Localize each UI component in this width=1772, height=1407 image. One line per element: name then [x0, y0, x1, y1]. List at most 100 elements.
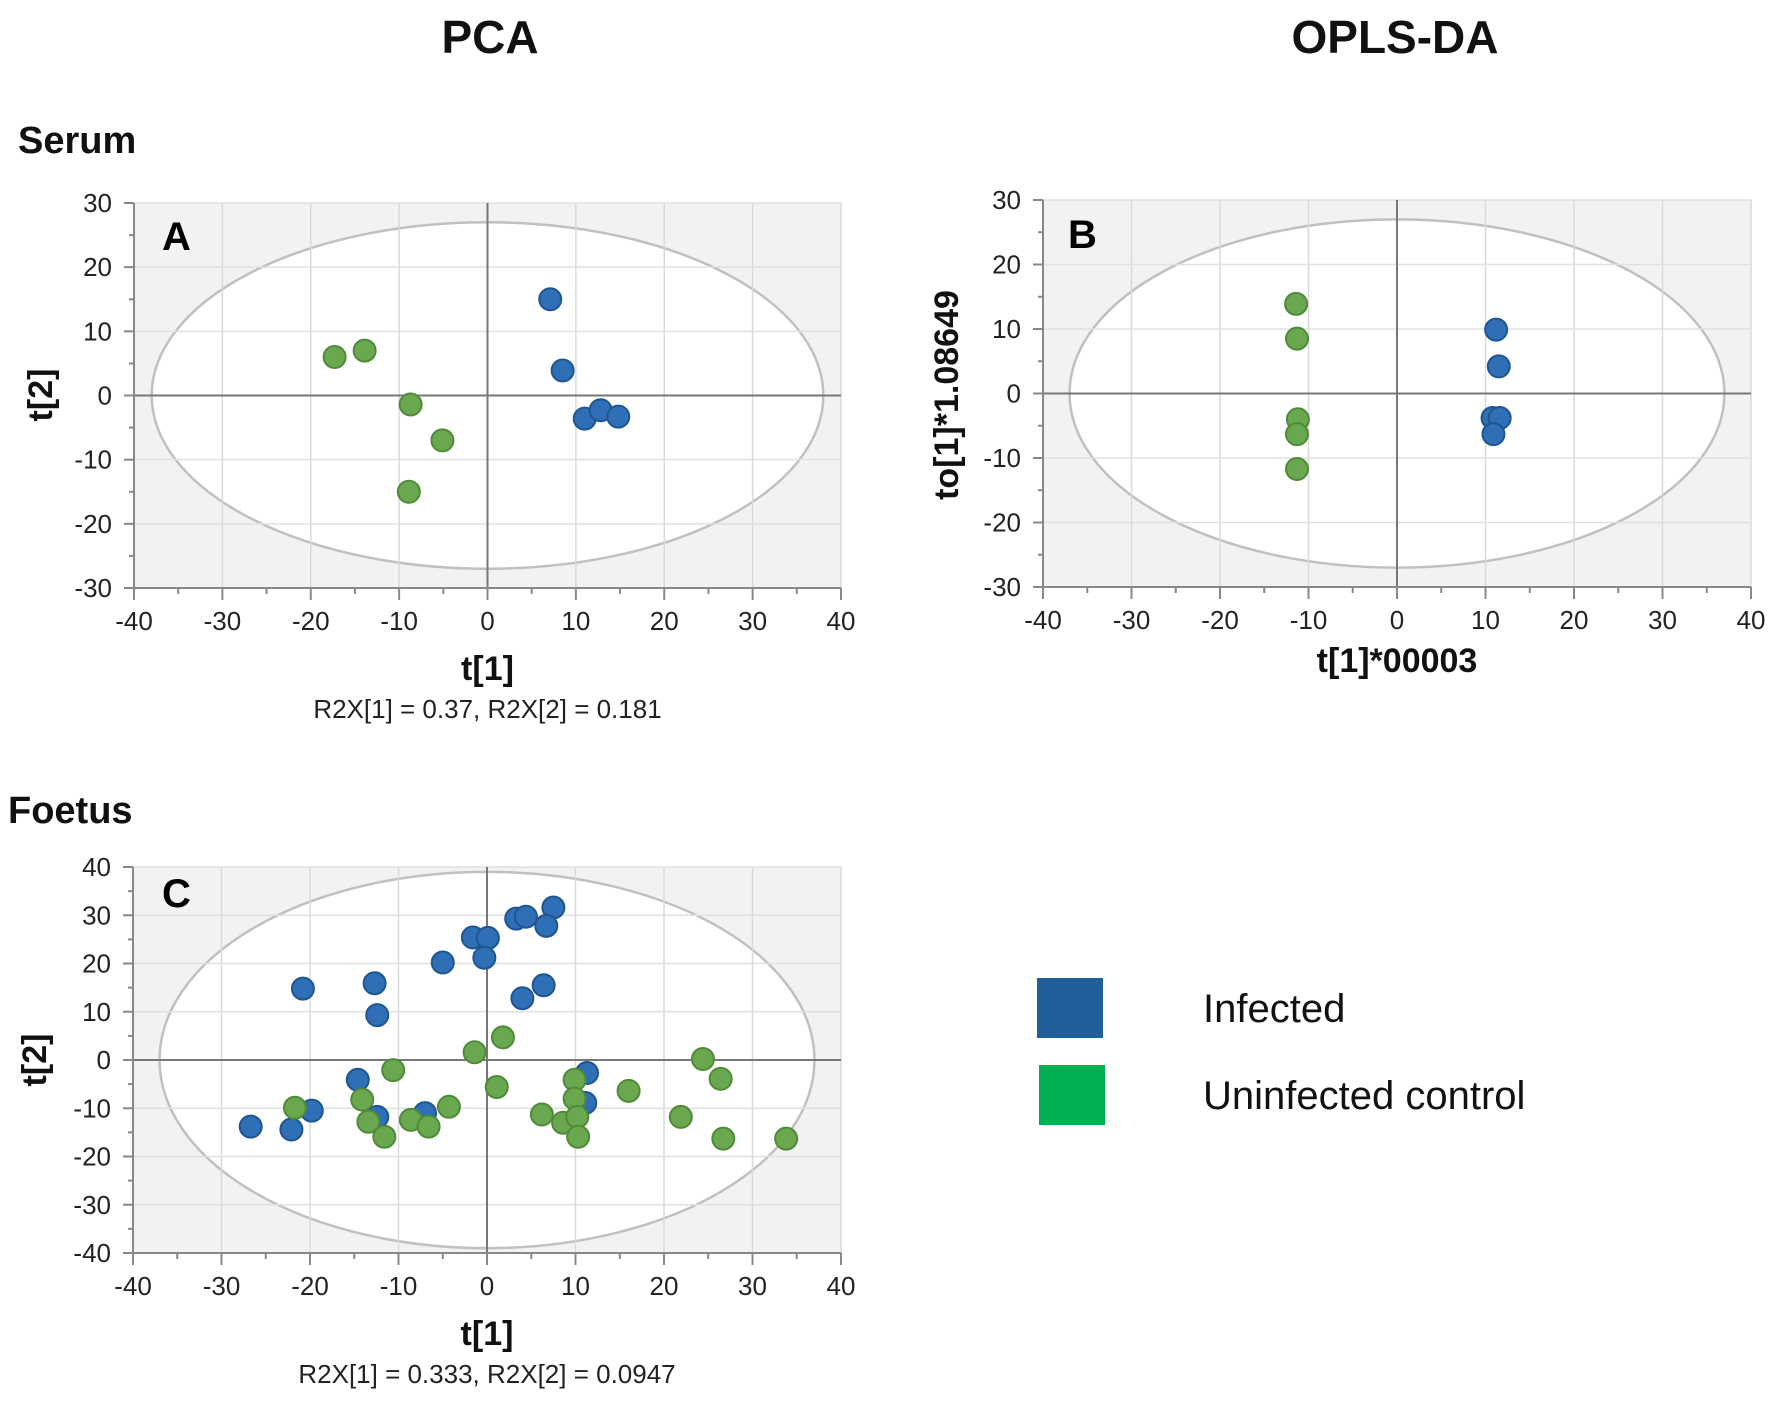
data-point	[531, 973, 556, 998]
data-point	[1284, 326, 1309, 351]
x-tick-label: -40	[1024, 605, 1062, 635]
data-point	[484, 1075, 509, 1100]
x-tick-label: -10	[1290, 605, 1328, 635]
data-point	[381, 1058, 406, 1083]
serum-section-title: Serum	[18, 120, 137, 162]
x-tick-label: -20	[1201, 605, 1239, 635]
legend-label-infected: Infected	[1203, 987, 1346, 1031]
x-tick-label: -10	[380, 606, 418, 636]
data-point	[774, 1126, 799, 1151]
panel-c: -40 -30 -20 -10 0 10 20 30 40 -40 -30 -20 -10 0 10 20 30…	[16, 852, 855, 1389]
x-tick-label: 20	[650, 1271, 679, 1301]
data-point	[362, 971, 387, 996]
data-point	[1484, 317, 1509, 342]
x-tick-label: -30	[204, 606, 242, 636]
data-point	[1284, 456, 1309, 481]
x-tick-label: 30	[738, 606, 767, 636]
data-point	[398, 392, 423, 417]
series-uninfected	[282, 1025, 799, 1151]
x-tick-label: 40	[827, 1271, 856, 1301]
x-tick-label: 20	[1560, 605, 1589, 635]
data-point	[550, 358, 575, 383]
y-tick-label: -30	[74, 573, 112, 603]
data-point	[356, 1109, 381, 1134]
y-axis-title: t[2]	[22, 369, 60, 422]
data-point	[616, 1078, 641, 1103]
data-point	[510, 986, 535, 1011]
x-tick-label: 20	[650, 606, 679, 636]
data-point	[430, 428, 455, 453]
data-point	[1486, 354, 1511, 379]
data-point	[462, 1040, 487, 1065]
x-tick-label: 30	[1648, 605, 1677, 635]
foetus-section-title: Foetus	[8, 790, 133, 832]
y-tick-label: 40	[82, 852, 111, 882]
x-tick-label: 40	[1737, 605, 1766, 635]
legend-label-uninfected: Uninfected control	[1203, 1074, 1526, 1118]
y-axis-title: t[2]	[16, 1034, 54, 1087]
series-infected	[538, 287, 631, 431]
x-axis-title: t[1]	[461, 1315, 514, 1353]
data-point	[352, 338, 377, 363]
data-point	[1284, 291, 1309, 316]
data-point	[396, 479, 421, 504]
data-point	[538, 287, 563, 312]
y-tick-label: 10	[992, 314, 1021, 344]
oplsda-column-title: OPLS-DA	[1291, 11, 1499, 63]
panel-b: -40 -30 -20 -10 0 10 20 30 40-30-20-100102030t[1…	[928, 185, 1765, 680]
x-tick-label: 30	[738, 1271, 767, 1301]
data-point	[534, 913, 559, 938]
y-tick-label: 20	[82, 949, 111, 979]
data-point	[345, 1067, 370, 1092]
x-tick-label: -20	[291, 1271, 329, 1301]
y-tick-label: -30	[73, 1190, 111, 1220]
data-point	[475, 925, 500, 950]
y-tick-label: -40	[73, 1238, 111, 1268]
data-point	[322, 345, 347, 369]
panel-letter: B	[1068, 213, 1097, 257]
x-tick-label: -40	[114, 1271, 152, 1301]
data-point	[436, 1094, 461, 1119]
data-point	[238, 1114, 263, 1139]
data-point	[490, 1025, 515, 1050]
x-tick-label: 0	[480, 1271, 494, 1301]
x-tick-label: -30	[203, 1271, 241, 1301]
pca-column-title: PCA	[441, 11, 539, 63]
y-tick-label: -10	[73, 1093, 111, 1123]
y-tick-label: -20	[74, 509, 112, 539]
y-tick-label: 10	[83, 316, 112, 346]
x-axis-title: t[1]*00003	[1317, 642, 1478, 680]
legend-swatch-infected	[1037, 978, 1103, 1038]
x-tick-label: -10	[380, 1271, 418, 1301]
y-tick-label: 0	[97, 1045, 111, 1075]
y-tick-label: 0	[1007, 379, 1021, 409]
x-tick-label: 10	[561, 606, 590, 636]
data-point	[350, 1087, 375, 1112]
y-axis-title: to[1]*1.08649	[928, 290, 966, 500]
y-tick-label: 0	[98, 381, 112, 411]
data-point	[565, 1104, 590, 1129]
panel-letter: A	[162, 215, 191, 259]
y-tick-label: 30	[83, 188, 112, 218]
x-tick-label: 10	[561, 1271, 590, 1301]
data-point	[668, 1104, 693, 1129]
x-tick-label: -20	[292, 606, 330, 636]
panel-letter: C	[162, 872, 191, 916]
data-point	[279, 1117, 304, 1142]
data-point	[372, 1124, 397, 1149]
y-tick-label: 20	[83, 252, 112, 282]
y-tick-label: 30	[992, 185, 1021, 215]
legend-swatch-uninfected	[1039, 1065, 1105, 1125]
data-point	[365, 1003, 390, 1028]
x-tick-label: -30	[1113, 605, 1151, 635]
data-point	[708, 1066, 733, 1091]
x-tick-label: 40	[827, 606, 856, 636]
data-point	[472, 945, 497, 970]
data-point	[690, 1047, 715, 1072]
r2x-footnote: R2X[1] = 0.333, R2X[2] = 0.0947	[298, 1359, 675, 1389]
y-tick-label: 20	[992, 250, 1021, 280]
data-point	[430, 950, 455, 975]
y-tick-label: -20	[73, 1142, 111, 1172]
series-uninfected	[1284, 291, 1310, 481]
